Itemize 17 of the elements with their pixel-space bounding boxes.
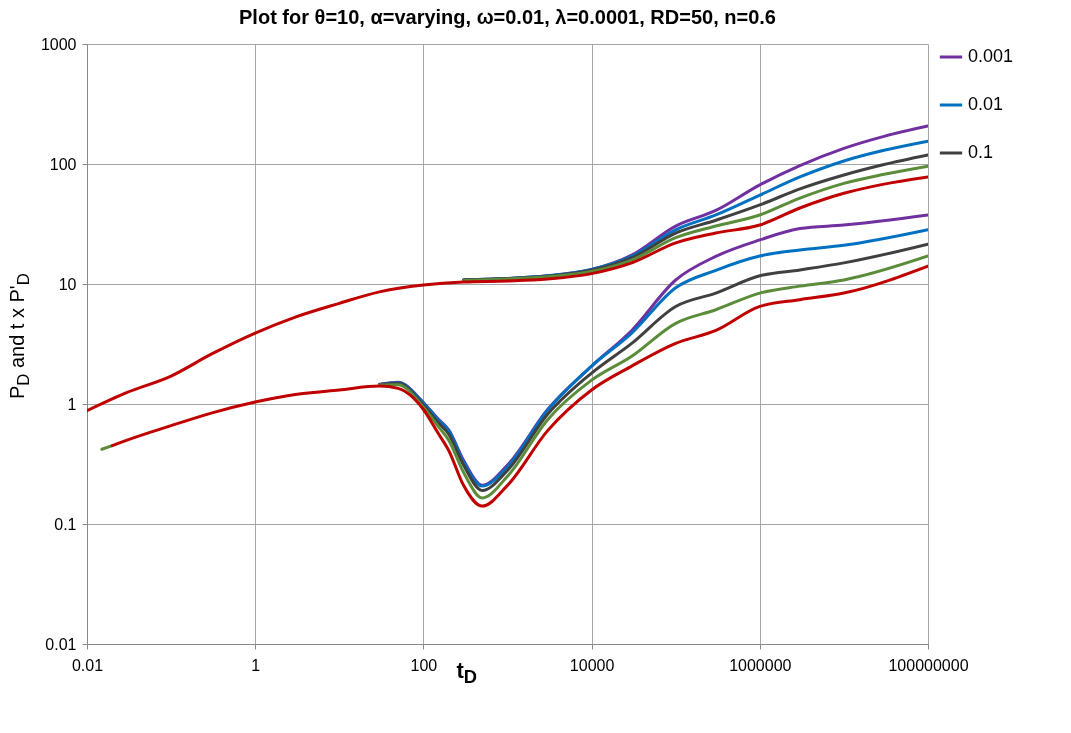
- x-axis-title: t$_{D}$: [456, 658, 478, 689]
- x-tick-label: 1000000: [729, 656, 792, 674]
- legend-label: 0.001: [968, 46, 1014, 66]
- chart-title: Plot for θ=10, α=varying, ω=0.01, λ=0.0001, RD=50, n=0.6: [239, 6, 776, 28]
- legend-label: 0.1: [968, 142, 994, 162]
- y-tick-label: 1000: [40, 35, 77, 53]
- x-tick-label: 100: [410, 656, 438, 674]
- y-tick-label: 0.01: [45, 635, 77, 653]
- legend-label: 0.01: [968, 94, 1004, 114]
- x-tick-label: 1: [251, 656, 261, 674]
- y-tick-label: 100: [49, 155, 77, 173]
- y-tick-label: 0.1: [54, 515, 77, 533]
- x-tick-label: 10000: [569, 656, 615, 674]
- y-tick-label: 10: [58, 275, 77, 293]
- x-tick-label: 0.01: [71, 656, 104, 674]
- y-tick-label: 1: [67, 395, 77, 413]
- x-tick-label: 100000000: [888, 656, 969, 674]
